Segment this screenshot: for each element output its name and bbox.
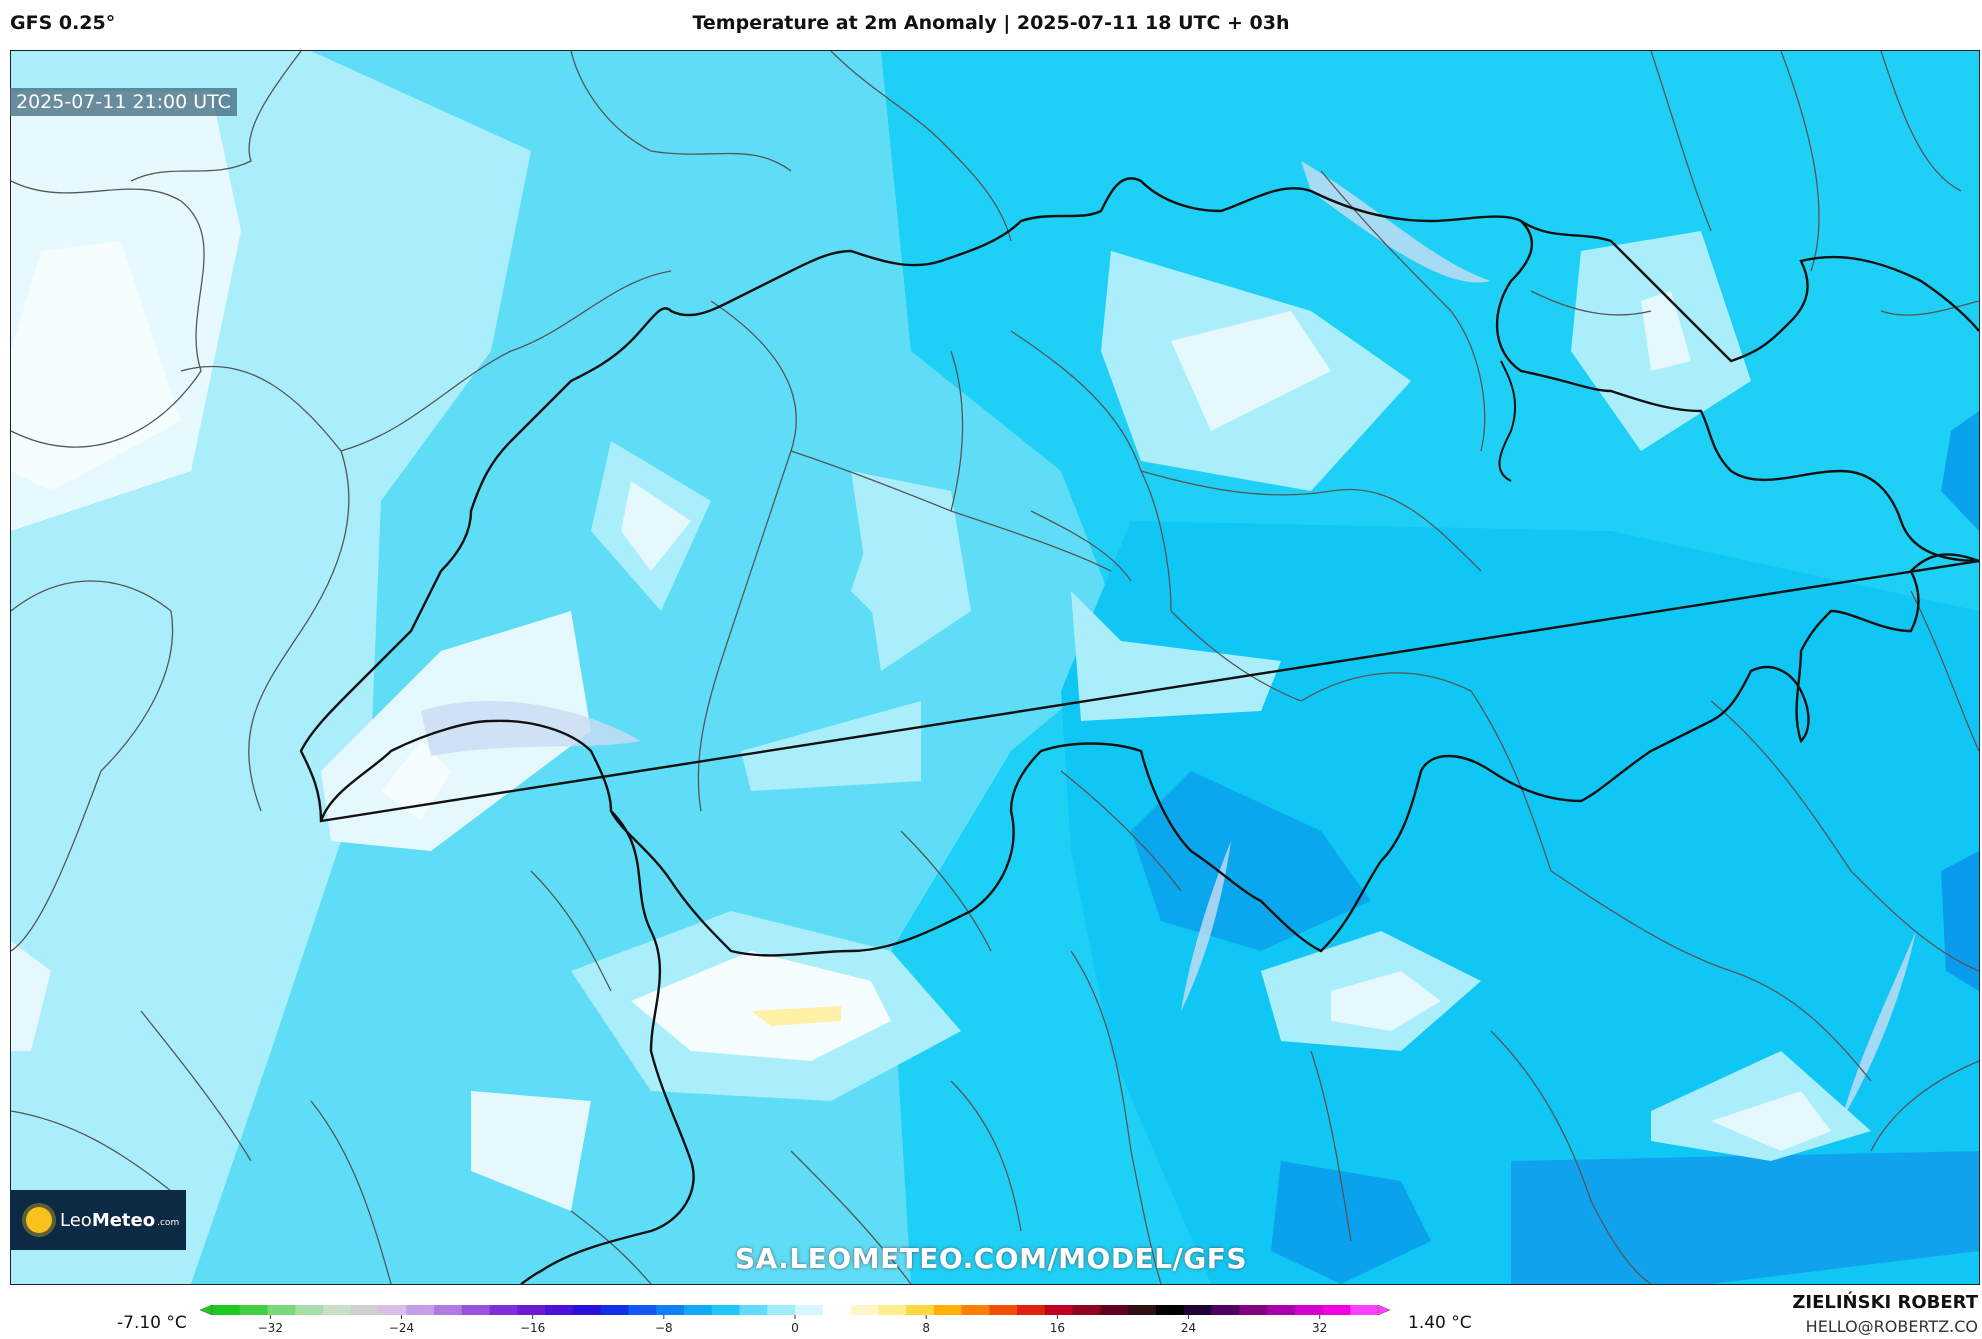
field-cold-core [1131,771,1371,951]
field-zurich-core [1171,311,1331,431]
colorbar-cell [572,1305,602,1315]
colorbar-cell [656,1305,685,1315]
colorbar-cell [406,1305,435,1315]
border-liechtenstein [1498,360,1517,482]
author-email: HELLO@ROBERTZ.CO [1805,1317,1978,1336]
valid-time-badge: 2025-07-11 21:00 UTC [10,88,237,116]
field-jura-core [621,481,691,571]
colorbar-cell [1294,1305,1324,1315]
field-west-edge [11,941,51,1051]
field-central3 [741,701,921,791]
colorbar-cell [822,1305,852,1315]
sun-icon [26,1207,52,1233]
anomaly-map [10,50,1980,1285]
lake-como [1841,931,1916,1121]
border-austria-germany [1520,220,1979,363]
colorbar-cell [489,1305,518,1315]
colorbar-cell [267,1305,296,1315]
colorbar-cell [212,1305,241,1315]
field-lombardy-core [1711,1091,1831,1151]
colorbar-cell [767,1305,796,1315]
field-aosta-core [631,951,891,1061]
colorbar-cell [517,1305,546,1315]
colorbar-tick-label: −8 [655,1321,673,1335]
colorbar-min-label: -7.10 °C [117,1313,187,1333]
colorbar-cell [1266,1305,1296,1315]
national-border [299,177,1979,957]
border-france-italy [520,810,695,1284]
colorbar-cell [350,1305,380,1315]
colorbar-tick-label: 8 [922,1321,930,1335]
field-cold-ne [1941,411,1979,531]
author-name: ZIELIŃSKI ROBERT [1792,1292,1978,1313]
colorbar-tick-label: −16 [520,1321,545,1335]
colorbar-cell [1072,1305,1101,1315]
colorbar-cell [1183,1305,1213,1315]
colorbar-max-label: 1.40 °C [1408,1313,1472,1333]
map-title: Temperature at 2m Anomaly | 2025-07-11 1… [692,12,1290,34]
field-plateau [851,471,971,671]
colorbar-cell [434,1305,463,1315]
field-cold-south2 [1271,1161,1431,1284]
field-cold-e [1941,851,1979,991]
colorbar-cell [239,1305,269,1315]
field-aosta-warm [751,1006,841,1026]
colorbar-cell [1322,1305,1351,1315]
colorbar-min-extend [200,1304,213,1316]
colorbar-cell [878,1305,907,1315]
field-northwest-core [11,241,181,491]
field-central [1071,591,1281,721]
regional-boundaries [11,51,1979,1284]
source-watermark: SA.LEOMETEO.COM/MODEL/GFS [734,1242,1248,1275]
colorbar-cell [850,1305,879,1315]
model-label: GFS 0.25° [10,12,116,34]
colorbar-cell [295,1305,324,1315]
field-ticino-core [1331,971,1441,1031]
colorbar-tick-label: 32 [1312,1321,1327,1335]
colorbar-tick-label: 0 [791,1321,799,1335]
colorbar: −32 −24 −16 −8 0 8 16 24 32 [200,1304,1390,1335]
colorbar-cell [989,1305,1018,1315]
colorbar-cell [961,1305,990,1315]
colorbar-cell [739,1305,768,1315]
colorbar-cell [711,1305,741,1315]
colorbar-cell [1155,1305,1185,1315]
colorbar-tick-label: 24 [1181,1321,1196,1335]
leometeo-logo: LeoMeteo .com [10,1190,186,1250]
colorbar-cell [545,1305,574,1315]
colorbar-tick-label: 16 [1050,1321,1065,1335]
colorbar-cell [795,1305,824,1315]
colorbar-cell [1044,1305,1074,1315]
colorbar-tick-label: −32 [258,1321,283,1335]
colorbar-cell [1100,1305,1129,1315]
colorbar-cell [1211,1305,1240,1315]
colorbar-cell [1239,1305,1268,1315]
colorbar-cell [378,1305,407,1315]
colorbar-cell [461,1305,491,1315]
author-credit: ZIELIŃSKI ROBERT HELLO@ROBERTZ.CO [1792,1292,1978,1336]
colorbar-cell [323,1305,352,1315]
lake-constance [1301,161,1491,283]
colorbar-cell [600,1305,630,1315]
lake-geneva [421,701,641,756]
field-southwest [471,1091,591,1211]
colorbar-cell [933,1305,963,1315]
colorbar-cells [200,1304,1390,1316]
colorbar-cell [1350,1305,1379,1315]
field-bodensee-core [1641,291,1691,371]
logo-text: LeoMeteo [60,1209,156,1231]
colorbar-tick-label: −24 [389,1321,414,1335]
colorbar-cell [1017,1305,1046,1315]
logo-domain: .com [157,1218,180,1228]
colorbar-max-extend [1377,1304,1390,1316]
colorbar-ticks: −32 −24 −16 −8 0 8 16 24 32 [258,1315,1327,1335]
field-cold-south [1511,1151,1979,1284]
colorbar-cell [906,1305,935,1315]
colorbar-cell [683,1305,713,1315]
colorbar-cell [1128,1305,1157,1315]
map-canvas [11,51,1979,1284]
lake-maggiore [1181,841,1231,1011]
field-geneva-core [381,741,451,821]
colorbar-cell [628,1305,657,1315]
